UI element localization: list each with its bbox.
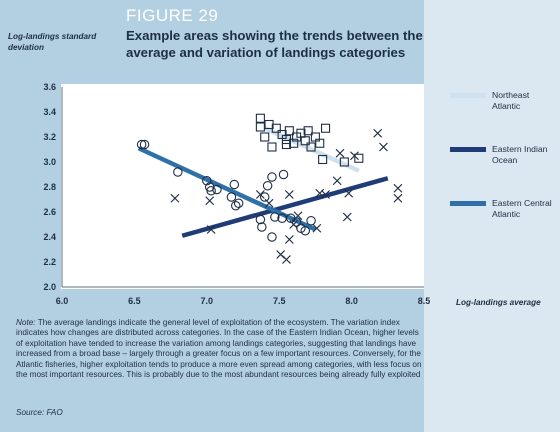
data-point-cross [170, 193, 180, 203]
figure-label: FIGURE 29 [126, 6, 219, 25]
data-point-circle [259, 192, 270, 202]
data-point-circle [306, 216, 316, 226]
data-point-circle [255, 214, 266, 225]
data-point-circle [136, 139, 147, 150]
x-tick-label: 6.0 [56, 296, 69, 306]
data-point-square [281, 139, 291, 150]
data-point-square [320, 123, 331, 133]
data-point-square [315, 138, 325, 148]
data-point-circle [173, 167, 183, 177]
data-point-circle [139, 139, 150, 150]
data-point-cross [379, 142, 388, 152]
y-tick-label: 2.0 [43, 282, 56, 292]
data-point-cross [206, 225, 216, 234]
y-tick-label: 3.4 [43, 107, 56, 117]
note-text: The average landings indicate the genera… [16, 318, 422, 380]
legend-swatch-northeast-atlantic [450, 93, 486, 98]
data-point-square [303, 126, 313, 136]
data-point-circle [231, 201, 241, 211]
legend-label-northeast-atlantic: Northeast Atlantic [492, 90, 530, 111]
data-point-circle [212, 184, 222, 195]
data-point-square [271, 123, 281, 133]
data-point-square [339, 157, 349, 167]
data-point-circle [300, 226, 311, 236]
data-point-square [289, 138, 299, 148]
data-point-circle [291, 217, 302, 227]
data-point-square [267, 142, 277, 152]
data-point-circle [278, 169, 289, 180]
data-point-circle [226, 192, 237, 202]
y-tick-label: 2.2 [43, 257, 56, 267]
figure-title: Example areas showing the trends between… [126, 28, 423, 60]
x-tick-label: 7.0 [201, 296, 214, 306]
x-tick-label: 8.5 [418, 296, 431, 306]
data-point-circle [257, 222, 267, 232]
data-point-circle [229, 179, 240, 190]
y-tick-label: 2.8 [43, 182, 56, 192]
data-point-square [300, 136, 310, 146]
data-point-circle [267, 172, 277, 182]
x-tick-label: 7.5 [273, 296, 286, 306]
y-tick-label: 3.6 [43, 82, 56, 92]
x-axis-title: Log-landings average [456, 298, 541, 307]
data-point-cross [373, 128, 383, 138]
trend-line [263, 126, 360, 173]
data-point-square [255, 122, 265, 132]
legend-swatch-eastern-indian-ocean [450, 147, 486, 152]
data-point-cross [282, 255, 291, 264]
note-head: Note: [16, 318, 36, 327]
y-tick-label: 3.2 [43, 132, 56, 142]
data-point-cross [393, 193, 403, 203]
data-point-cross [350, 151, 359, 161]
data-point-cross [335, 148, 345, 158]
data-point-circle [233, 198, 244, 209]
figure-note: Note: The average landings indicate the … [16, 318, 424, 380]
data-point-cross [255, 190, 265, 199]
trend-line [137, 146, 317, 232]
right-panel [424, 0, 560, 432]
data-point-circle [206, 186, 216, 196]
data-point-square [306, 142, 316, 152]
x-tick-label: 8.0 [345, 296, 358, 306]
data-point-square [284, 126, 294, 136]
y-axis-title: Log-landings standard deviation [8, 32, 97, 52]
figure-source: Source: FAO [16, 408, 63, 417]
data-point-square [354, 153, 364, 163]
data-point-cross [393, 183, 403, 193]
y-tick-label: 3.0 [43, 157, 56, 167]
data-point-circle [262, 181, 273, 191]
x-tick-label: 6.5 [128, 296, 141, 306]
data-point-square [318, 154, 328, 165]
legend-swatch-eastern-central-atlantic [450, 201, 486, 206]
y-tick-label: 2.4 [43, 232, 56, 242]
y-tick-label: 2.6 [43, 207, 56, 217]
data-point-square [255, 113, 265, 123]
data-point-circle [202, 176, 212, 186]
data-point-square [260, 132, 270, 142]
data-point-cross [344, 188, 354, 198]
data-point-circle [270, 212, 280, 222]
data-point-circle [267, 232, 277, 242]
data-point-cross [332, 176, 342, 186]
data-point-cross [284, 235, 294, 244]
data-point-cross [205, 196, 215, 206]
data-point-cross [312, 223, 322, 233]
legend-label-eastern-central-atlantic: Eastern Central Atlantic [492, 198, 552, 219]
data-point-cross [284, 190, 294, 199]
data-point-cross [342, 212, 352, 222]
legend-label-eastern-indian-ocean: Eastern Indian Ocean [492, 144, 548, 165]
data-point-cross [321, 190, 330, 199]
trend-line [181, 176, 389, 238]
